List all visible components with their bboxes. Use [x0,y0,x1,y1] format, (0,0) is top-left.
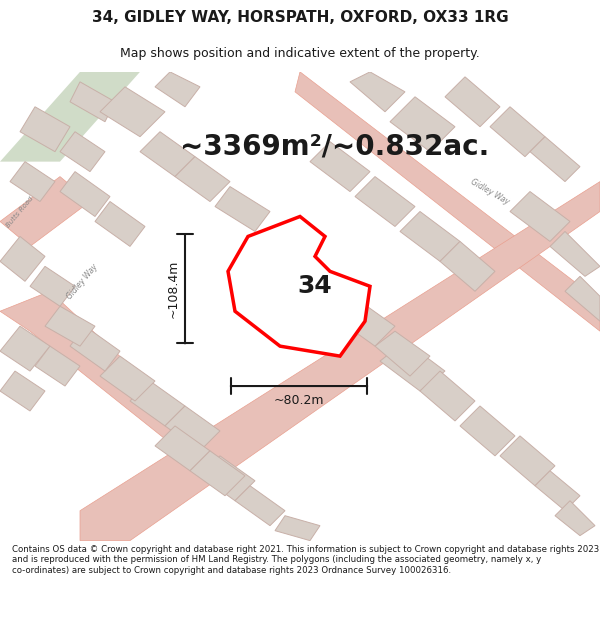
Polygon shape [175,157,230,201]
Polygon shape [95,201,145,246]
Polygon shape [60,172,110,216]
Polygon shape [0,326,50,371]
Polygon shape [0,291,200,451]
Polygon shape [565,276,600,321]
Text: 34: 34 [298,274,332,298]
Polygon shape [10,162,55,201]
Polygon shape [140,132,195,177]
Polygon shape [550,231,600,276]
Polygon shape [0,72,140,162]
Text: Map shows position and indicative extent of the property.: Map shows position and indicative extent… [120,48,480,61]
Polygon shape [440,241,495,291]
Polygon shape [20,107,70,152]
Polygon shape [530,137,580,182]
Polygon shape [200,456,255,501]
Polygon shape [60,132,105,172]
Text: Gidley Way: Gidley Way [469,177,511,206]
Text: Contains OS data © Crown copyright and database right 2021. This information is : Contains OS data © Crown copyright and d… [12,545,599,574]
Polygon shape [155,426,210,471]
Polygon shape [445,77,500,127]
Polygon shape [100,87,165,137]
Polygon shape [155,72,200,107]
Polygon shape [0,177,90,246]
Polygon shape [0,371,45,411]
Polygon shape [70,82,115,122]
Polygon shape [165,406,220,451]
Polygon shape [275,516,320,541]
Polygon shape [310,142,370,191]
Polygon shape [390,97,455,152]
Polygon shape [235,486,285,526]
Text: Butts Road: Butts Road [5,195,35,228]
Polygon shape [0,236,45,281]
Polygon shape [350,72,405,112]
Text: ~3369m²/~0.832ac.: ~3369m²/~0.832ac. [180,132,489,161]
Polygon shape [70,326,120,371]
Polygon shape [45,306,95,346]
Polygon shape [130,381,185,426]
Text: ~80.2m: ~80.2m [274,394,324,408]
Polygon shape [215,187,270,231]
Polygon shape [355,177,415,226]
Polygon shape [340,301,395,346]
Text: ~108.4m: ~108.4m [167,259,179,318]
Polygon shape [228,216,370,356]
Polygon shape [380,341,445,391]
Polygon shape [490,107,545,157]
Text: Gidley Way: Gidley Way [65,262,99,301]
Polygon shape [555,501,595,536]
Polygon shape [295,72,600,331]
Text: 34, GIDLEY WAY, HORSPATH, OXFORD, OX33 1RG: 34, GIDLEY WAY, HORSPATH, OXFORD, OX33 1… [92,11,508,26]
Polygon shape [375,331,430,376]
Polygon shape [190,451,245,496]
Polygon shape [535,471,580,511]
Polygon shape [510,191,570,241]
Polygon shape [30,266,75,306]
Polygon shape [35,346,80,386]
Polygon shape [400,211,460,261]
Polygon shape [420,371,475,421]
Polygon shape [80,182,600,541]
Polygon shape [460,406,515,456]
Polygon shape [100,356,155,401]
Polygon shape [500,436,555,486]
